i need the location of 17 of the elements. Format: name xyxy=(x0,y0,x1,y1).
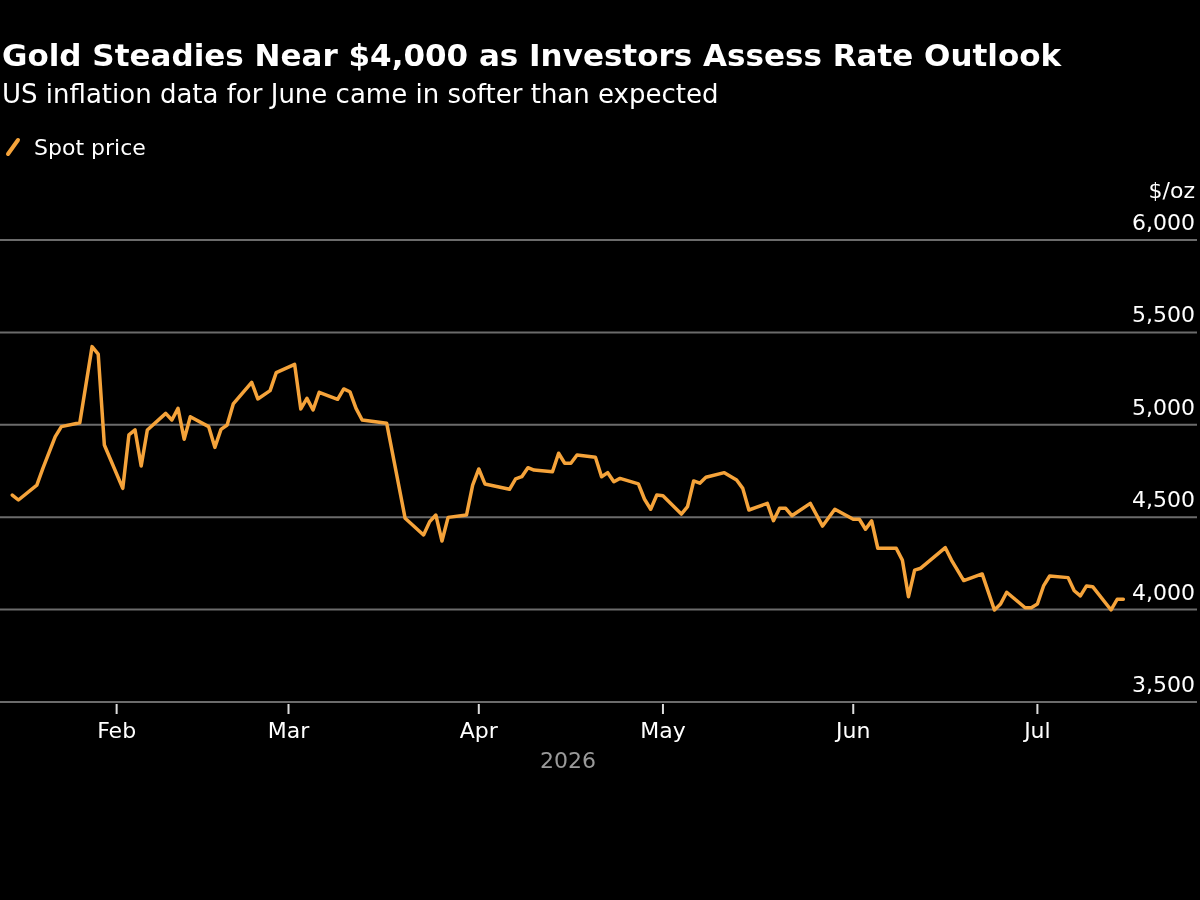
y-tick-label: 5,500 xyxy=(1132,302,1195,328)
x-tick-label: May xyxy=(640,718,686,743)
y-tick-label: 3,500 xyxy=(1132,672,1195,697)
chart-title: Gold Steadies Near $4,000 as Investors Assess Rate Outlook xyxy=(2,37,1063,73)
legend-label: Spot price xyxy=(34,135,146,160)
y-tick-label: 6,000 xyxy=(1132,210,1195,235)
x-tick-label: Feb xyxy=(97,718,137,743)
y-tick-label: 4,500 xyxy=(1132,487,1195,513)
y-tick-label: 4,000 xyxy=(1132,579,1195,605)
y-tick-label: 5,000 xyxy=(1132,394,1195,420)
chart-subtitle: US inflation data for June came in softer than expected xyxy=(2,79,719,109)
x-axis-title: 2026 xyxy=(540,748,596,773)
y-axis-title: $/oz xyxy=(1148,178,1195,203)
x-tick-label: Mar xyxy=(267,718,311,743)
x-tick-label: Apr xyxy=(459,718,499,743)
x-tick-label: Jul xyxy=(1022,718,1051,743)
x-tick-label: Jun xyxy=(834,718,871,743)
